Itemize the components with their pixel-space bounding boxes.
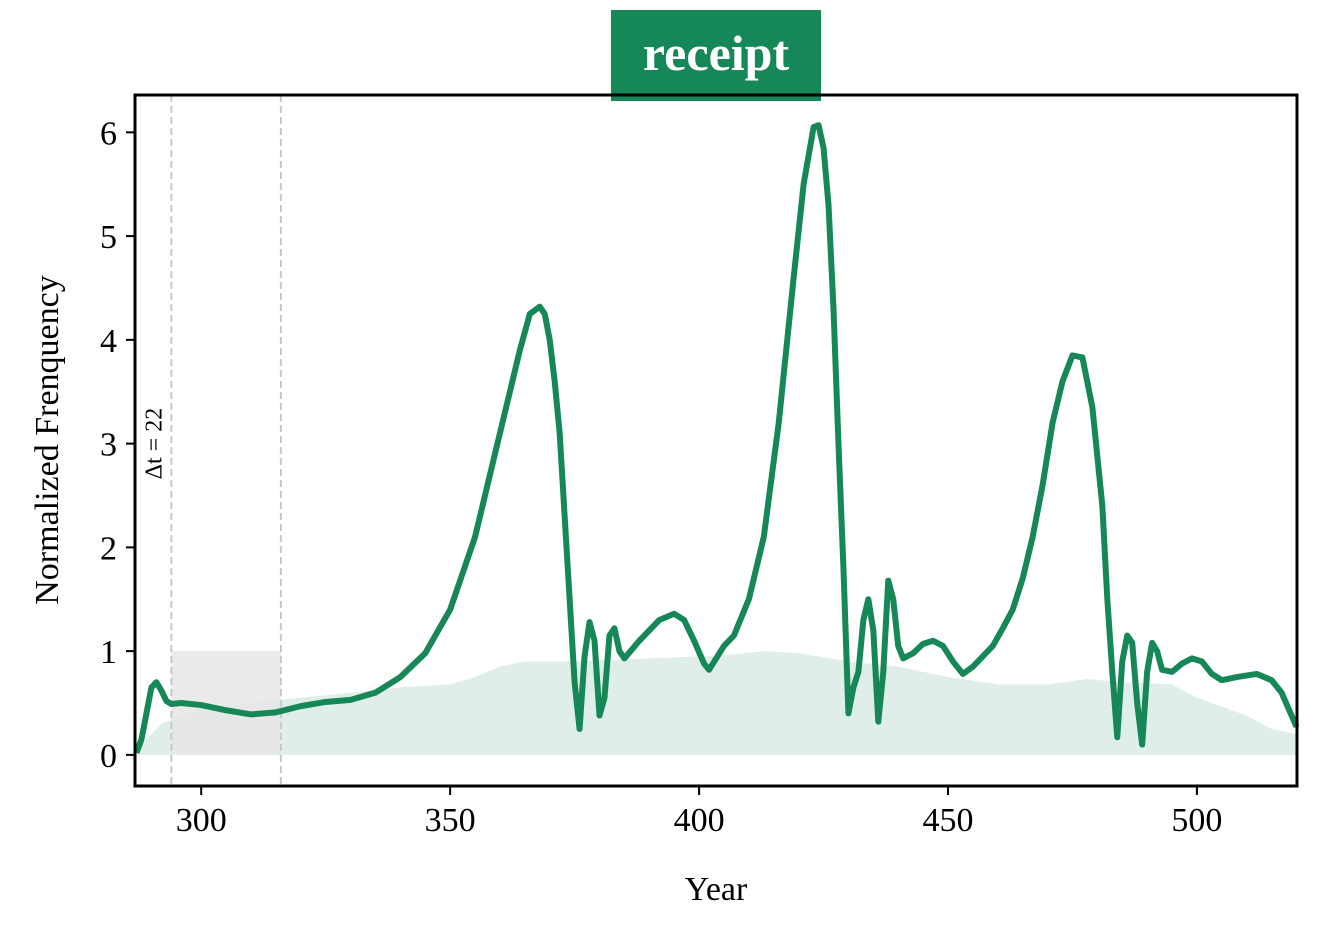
y-tick-label: 2 — [100, 530, 117, 567]
x-tick-label: 300 — [176, 802, 227, 839]
x-axis-label: Year — [685, 871, 748, 908]
y-axis-label: Normalized Frenquency — [29, 275, 66, 605]
area — [136, 651, 1297, 755]
y-tick-label: 1 — [100, 634, 117, 671]
x-tick-label: 500 — [1171, 802, 1222, 839]
y-tick-label: 0 — [100, 738, 117, 775]
plot-frame — [133, 93, 1299, 788]
chart-title: receipt — [643, 25, 790, 81]
y-tick-label: 6 — [100, 115, 117, 152]
x-tick-label: 400 — [674, 802, 725, 839]
y-tick-label: 4 — [100, 323, 117, 360]
x-tick-label: 350 — [425, 802, 476, 839]
line — [133, 122, 1300, 754]
y-tick-label: 3 — [100, 427, 117, 464]
window-label: Δt = 22 — [141, 408, 167, 480]
x-tick-label: 450 — [923, 802, 974, 839]
title-box — [611, 10, 821, 101]
y-tick-label: 5 — [100, 219, 117, 256]
